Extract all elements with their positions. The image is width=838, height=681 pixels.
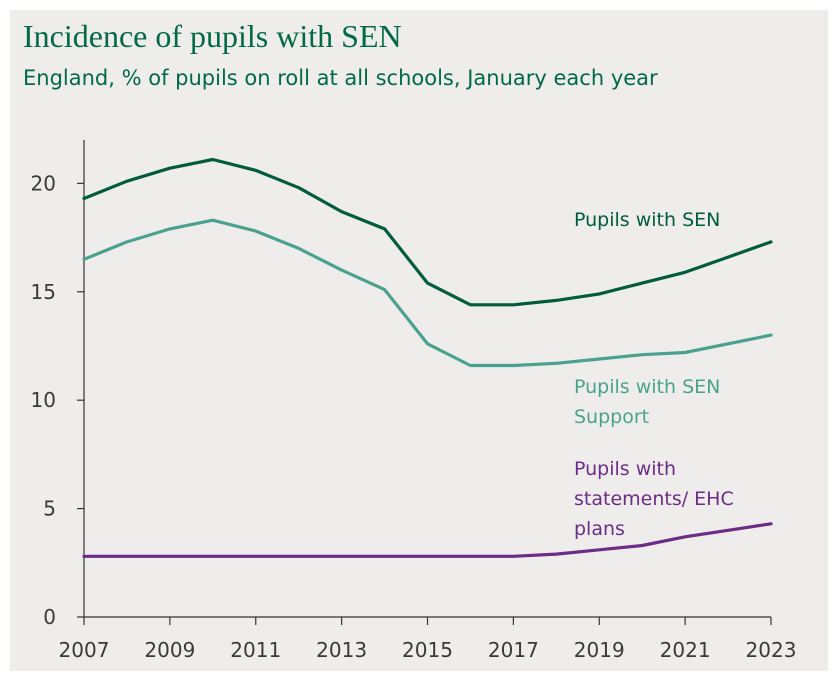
x-tick-label: 2009 — [144, 638, 195, 662]
sen-support-line — [82, 218, 773, 368]
series-label-line: Pupils with SEN — [574, 376, 720, 398]
chart-frame — [10, 10, 828, 671]
x-tick-label: 2007 — [59, 638, 110, 662]
sen-support-label: Pupils with SEN Support — [574, 376, 720, 428]
ehc-plans-label: Pupils with statements/ EHC plans — [574, 458, 734, 540]
y-tick-label: 15 — [31, 280, 56, 304]
series-lines — [82, 157, 773, 558]
series-label-line: Pupils with — [574, 458, 676, 480]
ehc-plans-line — [82, 522, 773, 558]
x-tick-label: 2017 — [488, 638, 539, 662]
axes: 0 5 10 15 20 2007 2009 2011 2013 2015 2017 2019 2021… — [31, 140, 797, 662]
chart-title: Incidence of pupils with SEN — [23, 18, 402, 54]
sen-label: Pupils with SEN — [574, 209, 720, 231]
series-label-line: statements/ EHC — [574, 488, 734, 510]
x-tick-label: 2023 — [746, 638, 797, 662]
x-tick-label: 2019 — [574, 638, 625, 662]
chart-subtitle: England, % of pupils on roll at all scho… — [23, 66, 658, 90]
sen-line — [82, 157, 773, 307]
series-label-line: plans — [574, 518, 625, 540]
series-label-line: Support — [574, 406, 649, 428]
x-tick-label: 2015 — [402, 638, 453, 662]
x-tick-label: 2021 — [660, 638, 711, 662]
x-tick-label: 2011 — [230, 638, 281, 662]
x-tick-label: 2013 — [316, 638, 367, 662]
y-tick-label: 20 — [31, 171, 56, 195]
y-tick-label: 5 — [43, 497, 56, 521]
series-label-line: Pupils with SEN — [574, 209, 720, 231]
y-tick-label: 0 — [43, 605, 56, 629]
y-tick-label: 10 — [31, 388, 56, 412]
